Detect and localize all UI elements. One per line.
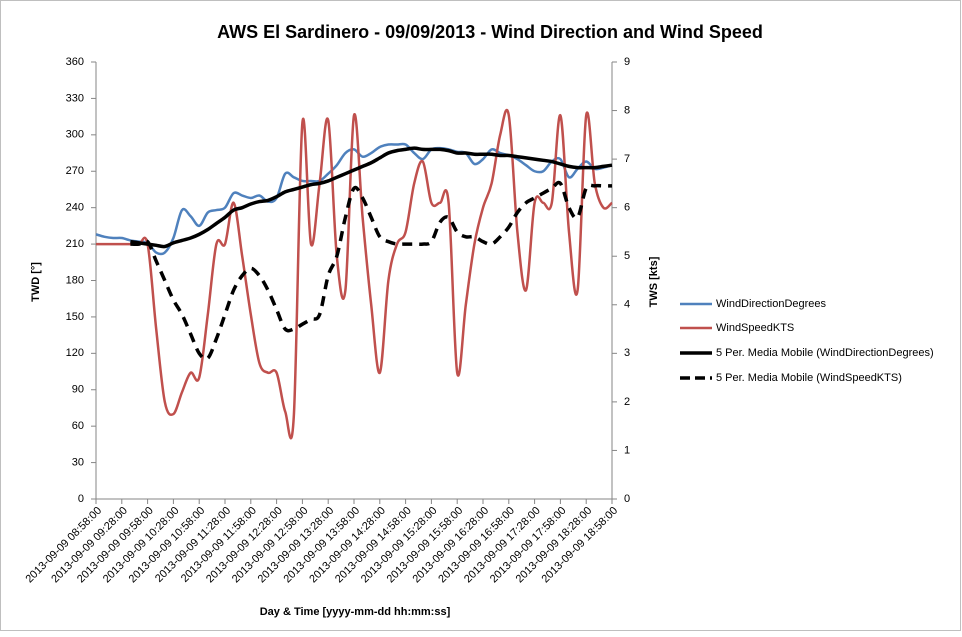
y2-tick-label: 4 bbox=[624, 299, 630, 311]
y-tick-label: 90 bbox=[72, 384, 84, 396]
y2-tick-label: 8 bbox=[624, 104, 630, 116]
series-line bbox=[95, 108, 613, 440]
y2-tick-label: 2 bbox=[624, 396, 630, 408]
y-tick-label: 330 bbox=[66, 92, 84, 104]
x-axis-title: Day & Time [yyyy-mm-dd hh:mm:ss] bbox=[260, 606, 451, 618]
y-axis-title: TWD [°] bbox=[30, 262, 42, 302]
y2-tick-label: 7 bbox=[624, 153, 630, 165]
y2-tick-label: 1 bbox=[624, 444, 630, 456]
y2-tick-label: 3 bbox=[624, 347, 630, 359]
y-tick-label: 120 bbox=[66, 347, 84, 359]
y-tick-label: 60 bbox=[72, 420, 84, 432]
y-tick-label: 0 bbox=[78, 493, 84, 505]
y2-tick-label: 5 bbox=[624, 250, 630, 262]
y2-axis-title: TWS [kts] bbox=[648, 256, 660, 307]
series-line bbox=[95, 142, 613, 256]
y-tick-label: 180 bbox=[66, 274, 84, 286]
legend-label: 5 Per. Media Mobile (WindSpeedKTS) bbox=[716, 372, 902, 384]
y2-tick-label: 6 bbox=[624, 202, 630, 214]
series-line bbox=[130, 146, 613, 249]
y-tick-label: 300 bbox=[66, 129, 84, 141]
y-tick-label: 30 bbox=[72, 456, 84, 468]
series-line bbox=[130, 180, 612, 361]
y-tick-label: 270 bbox=[66, 165, 84, 177]
y-tick-label: 360 bbox=[66, 56, 84, 68]
y-tick-label: 240 bbox=[66, 202, 84, 214]
y2-tick-label: 9 bbox=[624, 56, 630, 68]
y-tick-label: 210 bbox=[66, 238, 84, 250]
legend-label: WindDirectionDegrees bbox=[716, 298, 827, 310]
y2-tick-label: 0 bbox=[624, 493, 630, 505]
chart-title: AWS El Sardinero - 09/09/2013 - Wind Dir… bbox=[217, 22, 763, 42]
y-tick-label: 150 bbox=[66, 311, 84, 323]
legend-label: WindSpeedKTS bbox=[716, 322, 794, 334]
legend-label: 5 Per. Media Mobile (WindDirectionDegree… bbox=[716, 347, 934, 359]
